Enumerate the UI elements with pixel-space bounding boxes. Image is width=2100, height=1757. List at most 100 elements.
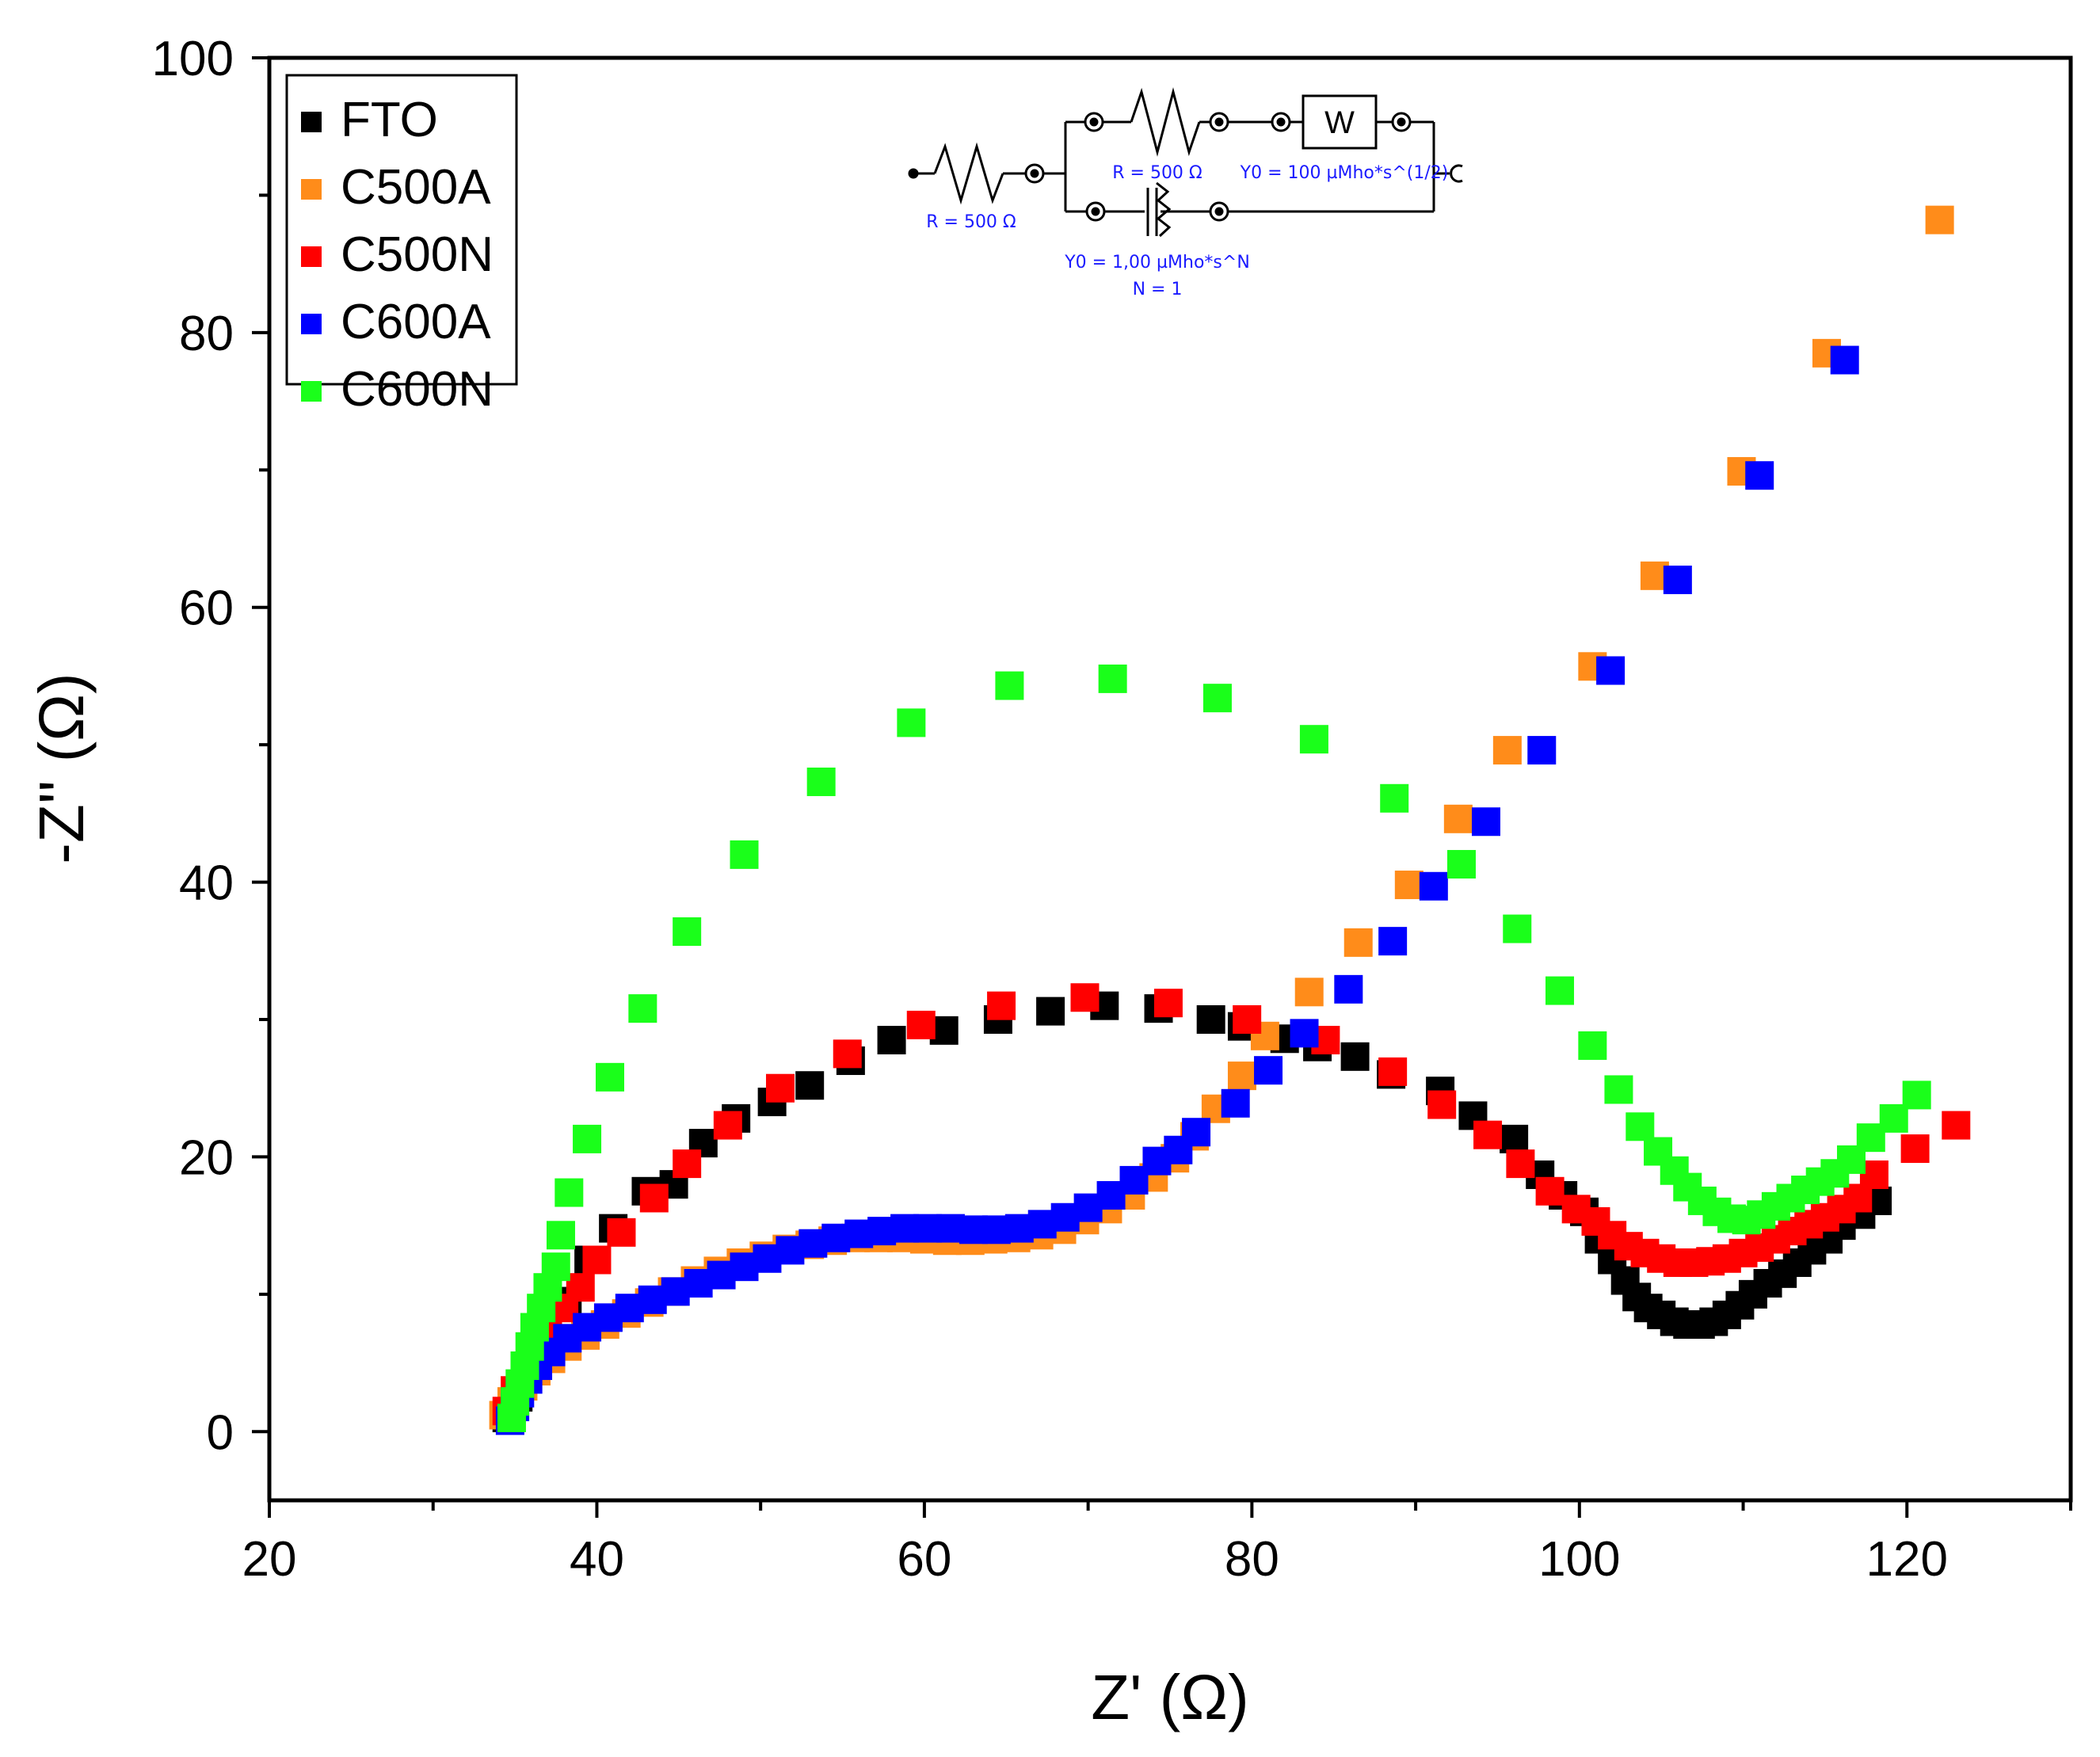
data-point-c500n <box>1378 1057 1408 1086</box>
data-point-c500n <box>639 1183 669 1213</box>
data-point-c500n <box>906 1010 936 1039</box>
data-point-c600a <box>1527 736 1557 765</box>
data-point-fto <box>1196 1005 1225 1034</box>
data-point-c600n <box>541 1252 570 1282</box>
charge-transfer-resistor-icon <box>1130 87 1201 157</box>
x-tick-label: 120 <box>1866 1532 1948 1587</box>
data-point-c500a <box>1492 736 1522 765</box>
data-point-c600a <box>1745 461 1774 490</box>
data-point-c500n <box>607 1218 636 1247</box>
data-point-c600n <box>555 1178 584 1207</box>
data-point-c500a <box>1925 205 1954 234</box>
data-point-c500a <box>1294 978 1324 1007</box>
data-point-c600a <box>1378 927 1408 956</box>
axis-ticks: 20 40 60 80 100 120 0 20 40 60 80 100 <box>152 32 2072 1587</box>
data-point-c600n <box>546 1221 575 1250</box>
data-point-c600n <box>806 767 836 796</box>
circuit-output-terminal-icon <box>1450 164 1463 183</box>
data-point-fto <box>795 1071 825 1100</box>
data-point-c600n <box>1578 1031 1607 1060</box>
data-point-c500n <box>713 1111 742 1140</box>
data-point-c500n <box>1942 1111 1971 1140</box>
data-point-c600n <box>1299 725 1328 754</box>
data-point-c600n <box>1503 914 1532 943</box>
data-point-c600a <box>1471 807 1500 837</box>
data-point-fto <box>877 1026 906 1055</box>
cpe-y0-label: Y0 = 1,00 µMho*s^N <box>1064 253 1250 273</box>
data-point-c600n <box>573 1124 602 1153</box>
data-point-c600a <box>1334 974 1363 1004</box>
data-point-c600a <box>1182 1118 1211 1147</box>
data-point-c500n <box>1070 983 1100 1012</box>
data-point-c600n <box>1098 664 1127 693</box>
legend-marker-c500a <box>301 179 322 200</box>
data-point-fto <box>1340 1042 1370 1071</box>
data-point-c600n <box>1625 1112 1655 1141</box>
data-point-c600n <box>995 671 1024 700</box>
y-tick-label: 0 <box>207 1405 234 1460</box>
data-point-c500n <box>833 1039 862 1069</box>
data-point-c500n <box>1473 1120 1503 1149</box>
data-point-c500n <box>1506 1149 1535 1179</box>
data-point-c500a <box>1227 1061 1256 1091</box>
cpe-n-label: N = 1 <box>1133 280 1183 299</box>
series-c600n <box>497 664 1931 1432</box>
data-point-c500n <box>1233 1005 1262 1034</box>
y-tick-label: 40 <box>179 856 234 911</box>
data-point-c500n <box>765 1073 795 1103</box>
x-tick-label: 20 <box>242 1532 297 1587</box>
y-tick-label: 60 <box>179 581 234 636</box>
y-axis-title: -Z'' (Ω) <box>26 673 97 863</box>
data-point-c500n <box>1900 1134 1930 1164</box>
legend-marker-c600n <box>301 381 322 402</box>
legend-frame <box>285 74 518 386</box>
x-tick-label: 100 <box>1538 1532 1620 1587</box>
data-point-c600n <box>628 994 657 1023</box>
legend: FTO C500A C500N C600A C600N <box>285 74 518 417</box>
data-point-c600n <box>1380 783 1409 813</box>
x-tick-label: 40 <box>570 1532 624 1587</box>
legend-label-c600n: C600N <box>341 362 494 417</box>
data-point-c600n <box>897 708 926 737</box>
data-point-c500n <box>1153 989 1183 1018</box>
series-resistor-icon <box>933 142 1004 205</box>
x-tick-label: 60 <box>897 1532 951 1587</box>
x-tick-label: 80 <box>1225 1532 1279 1587</box>
data-point-c500n <box>582 1245 612 1275</box>
data-point-c600a <box>1419 871 1448 901</box>
data-point-c500n <box>1535 1176 1565 1206</box>
x-axis-title: Z' (Ω) <box>1091 1662 1248 1732</box>
legend-label-c500n: C500N <box>341 227 494 282</box>
data-point-c600n <box>595 1062 624 1092</box>
charge-transfer-resistance-label: R = 500 Ω <box>1112 163 1202 183</box>
data-point-c500n <box>673 1149 702 1179</box>
legend-marker-c600a <box>301 314 322 334</box>
data-point-c600a <box>1290 1019 1319 1048</box>
data-point-c600n <box>1902 1080 1931 1110</box>
data-point-c600a <box>1596 656 1625 685</box>
cpe-zigzag-icon <box>1156 181 1172 238</box>
data-point-c600n <box>1202 684 1232 713</box>
data-markers <box>489 205 1971 1435</box>
y-tick-label: 20 <box>179 1130 234 1185</box>
y-tick-label: 80 <box>179 307 234 361</box>
data-point-c600n <box>1604 1075 1633 1104</box>
data-point-c600a <box>1254 1056 1283 1085</box>
data-point-c600a <box>1830 345 1859 375</box>
legend-label-fto: FTO <box>341 93 438 147</box>
warburg-y0-label: Y0 = 100 µMho*s^(1/2) <box>1240 163 1449 183</box>
data-point-c500a <box>1394 871 1424 900</box>
data-point-c600n <box>1446 850 1476 879</box>
data-point-c600n <box>730 840 759 869</box>
data-point-c500n <box>1427 1090 1457 1119</box>
data-point-c500n <box>566 1273 595 1302</box>
y-tick-label: 100 <box>152 32 234 86</box>
legend-label-c500a: C500A <box>341 160 491 215</box>
equivalent-circuit-diagram <box>908 87 1463 238</box>
series-resistance-label: R = 500 Ω <box>926 212 1016 232</box>
data-point-c600n <box>673 917 702 947</box>
legend-marker-fto <box>301 112 322 132</box>
data-point-c600n <box>1545 976 1575 1005</box>
data-point-c600a <box>1221 1088 1250 1118</box>
